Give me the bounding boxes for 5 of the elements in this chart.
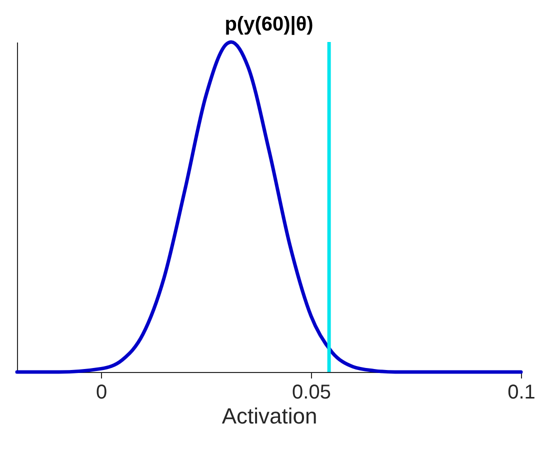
x-tick-label: 0.05 — [292, 382, 331, 404]
chart-title: p(y(60)|θ) — [224, 13, 314, 36]
x-tick-label: 0 — [96, 382, 108, 404]
x-axis-title: Activation — [222, 404, 318, 428]
x-tick-label: 0.1 — [508, 382, 536, 404]
